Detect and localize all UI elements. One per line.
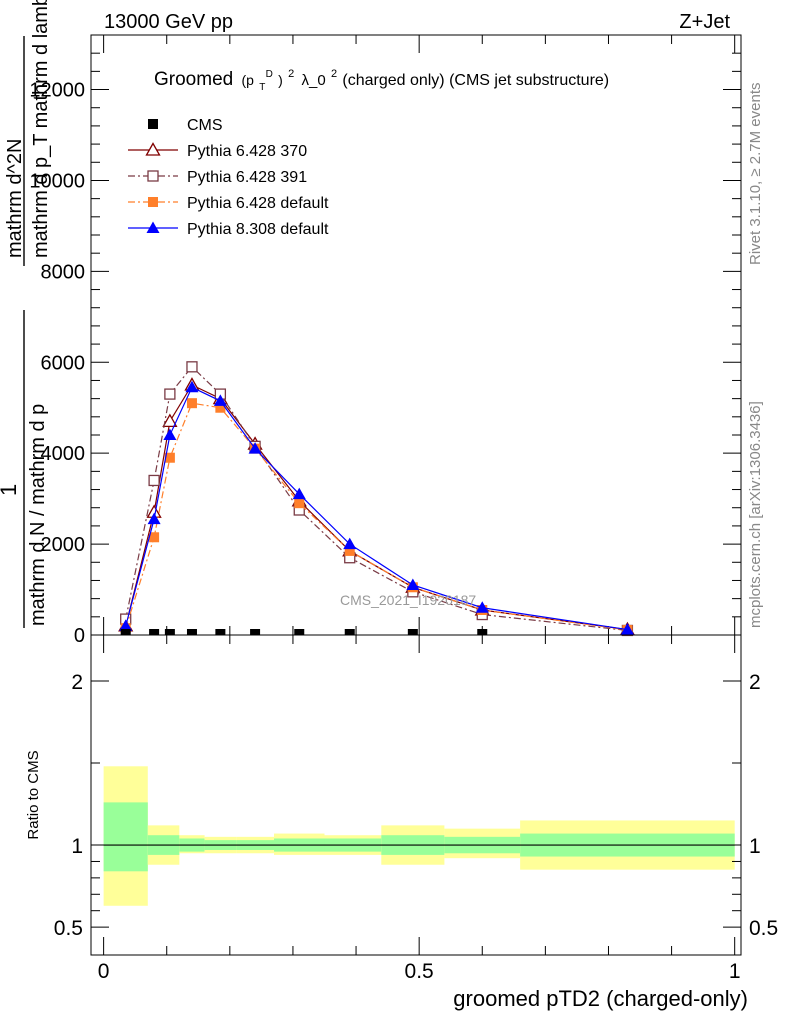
- ratio-ylabel: Ratio to CMS: [25, 750, 42, 839]
- title-part-rest: (charged only) (CMS jet substructure): [342, 72, 609, 89]
- series-cms: [120, 629, 488, 635]
- data-point: [250, 629, 261, 635]
- data-point: [620, 623, 634, 635]
- legend-marker: [148, 197, 158, 207]
- rivet-version-label: Rivet 3.1.10, ≥ 2.7M events: [747, 83, 764, 266]
- analysis-watermark: CMS_2021_I1920187: [340, 592, 476, 608]
- series-pythia-8-308-default: [119, 380, 634, 635]
- legend-label: Pythia 8.308 default: [187, 221, 329, 238]
- ratio-xtick-label: 0: [98, 960, 110, 983]
- main-ytick-label: 8000: [41, 261, 86, 283]
- ratio-ytick-label: 2: [71, 671, 83, 694]
- main-plot-panel: 0 2000 4000 6000 8000 10000 12000 CMS_2021_I19…: [29, 34, 742, 647]
- title-part-d: D: [266, 69, 273, 80]
- series-line: [125, 365, 628, 632]
- data-point: [163, 428, 177, 440]
- title-part-groomed: Groomed: [154, 69, 233, 90]
- ratio-plot-panel: 0.5 0.5 1 1 2 2 0 0.5 1 Ratio to CMS groomed pTD…: [25, 634, 778, 1011]
- main-ytick-label: 12000: [29, 80, 85, 102]
- ylabel-dn-dp: mathrm d N / mathrm d p: [27, 404, 49, 626]
- ratio-ytick-label: 0.5: [54, 917, 83, 940]
- main-ytick-label: 2000: [41, 534, 86, 556]
- main-ytick-label: 4000: [41, 443, 86, 465]
- data-point: [164, 629, 175, 635]
- data-point: [406, 578, 420, 590]
- main-ylabel: mathrm d^2N mathrm d p_T mathrm d lambda…: [0, 0, 52, 628]
- title-part-p: (p: [241, 72, 254, 88]
- legend-marker: [146, 221, 160, 233]
- title-part-close: ): [278, 72, 283, 88]
- legend-label: Pythia 6.428 391: [187, 169, 307, 186]
- title-part-sq2: 2: [331, 68, 337, 80]
- mcplots-label: mcplots.cern.ch [arXiv:1306.3436]: [747, 401, 764, 628]
- ylabel-denominator: mathrm d p_T mathrm d lambda: [30, 0, 52, 258]
- data-point: [149, 629, 160, 635]
- data-point: [186, 361, 198, 373]
- data-point: [248, 442, 262, 454]
- data-point: [215, 402, 226, 413]
- data-point: [477, 629, 488, 635]
- legend-entry: Pythia 6.428 391: [128, 169, 307, 186]
- header-energy-label: 13000 GeV pp: [104, 11, 233, 33]
- ratio-ytick-label: 1: [71, 835, 83, 858]
- data-point: [186, 398, 197, 409]
- x-axis-label: groomed pTD2 (charged-only): [453, 986, 748, 1011]
- title-part-t: T: [259, 82, 265, 93]
- ylabel-numerator-d2n: mathrm d^2N: [4, 139, 26, 258]
- legend-label: Pythia 6.428 default: [187, 195, 329, 212]
- data-point: [294, 498, 305, 509]
- data-point: [147, 512, 161, 525]
- ratio-bands-group: [103, 766, 735, 906]
- header-process-label: Z+Jet: [679, 11, 730, 33]
- data-point: [164, 388, 176, 400]
- ratio-xtick-label: 0.5: [405, 960, 434, 983]
- legend-entry: CMS: [148, 117, 223, 134]
- title-part-lambda: λ_0: [301, 72, 325, 89]
- ratio-xtick-label: 1: [729, 960, 741, 983]
- legend-label: CMS: [187, 117, 223, 134]
- legend-marker: [148, 119, 158, 129]
- main-axis-ticks: 0 2000 4000 6000 8000 10000 12000: [29, 34, 741, 647]
- legend-marker: [145, 142, 161, 156]
- data-point: [185, 380, 199, 393]
- data-point: [343, 537, 357, 550]
- main-ytick-label: 10000: [29, 170, 85, 192]
- ratio-ytick-label-right: 0.5: [749, 917, 778, 940]
- legend-entry: Pythia 8.308 default: [128, 221, 329, 238]
- data-point: [119, 619, 133, 631]
- data-point: [475, 601, 489, 613]
- legend-entry: Pythia 6.428 370: [128, 142, 307, 160]
- main-ytick-label: 0: [74, 625, 85, 647]
- data-point: [164, 452, 175, 463]
- legend-label: Pythia 6.428 370: [187, 143, 307, 160]
- data-point: [148, 474, 160, 487]
- data-point: [292, 487, 306, 500]
- legend-marker: [147, 170, 159, 182]
- data-point: [213, 394, 227, 406]
- data-point: [162, 413, 178, 428]
- data-point: [215, 629, 226, 635]
- data-point: [186, 629, 197, 635]
- data-point: [344, 545, 355, 556]
- title-part-sq1: 2: [288, 68, 294, 80]
- data-point: [294, 629, 305, 635]
- ratio-ytick-label-right: 1: [749, 835, 761, 858]
- ylabel-one: 1: [0, 484, 21, 496]
- uncertainty-band-inner: [103, 802, 148, 872]
- ratio-ytick-label-right: 2: [749, 671, 761, 694]
- ratio-axis-ticks: 0.5 0.5 1 1 2 2 0 0.5 1: [54, 635, 778, 983]
- main-title: Groomed (p T D ) 2 λ_0 2 (charged only) …: [154, 61, 609, 95]
- data-point: [344, 629, 355, 635]
- data-point: [407, 629, 418, 635]
- main-ytick-label: 6000: [41, 352, 86, 374]
- legend: CMS Pythia 6.428 370 Pythia 6.428 391 Pythi…: [128, 117, 329, 238]
- ratio-plot-frame: [90, 634, 742, 956]
- data-point: [149, 532, 160, 543]
- data-point: [120, 629, 131, 635]
- legend-entry: Pythia 6.428 default: [128, 195, 329, 212]
